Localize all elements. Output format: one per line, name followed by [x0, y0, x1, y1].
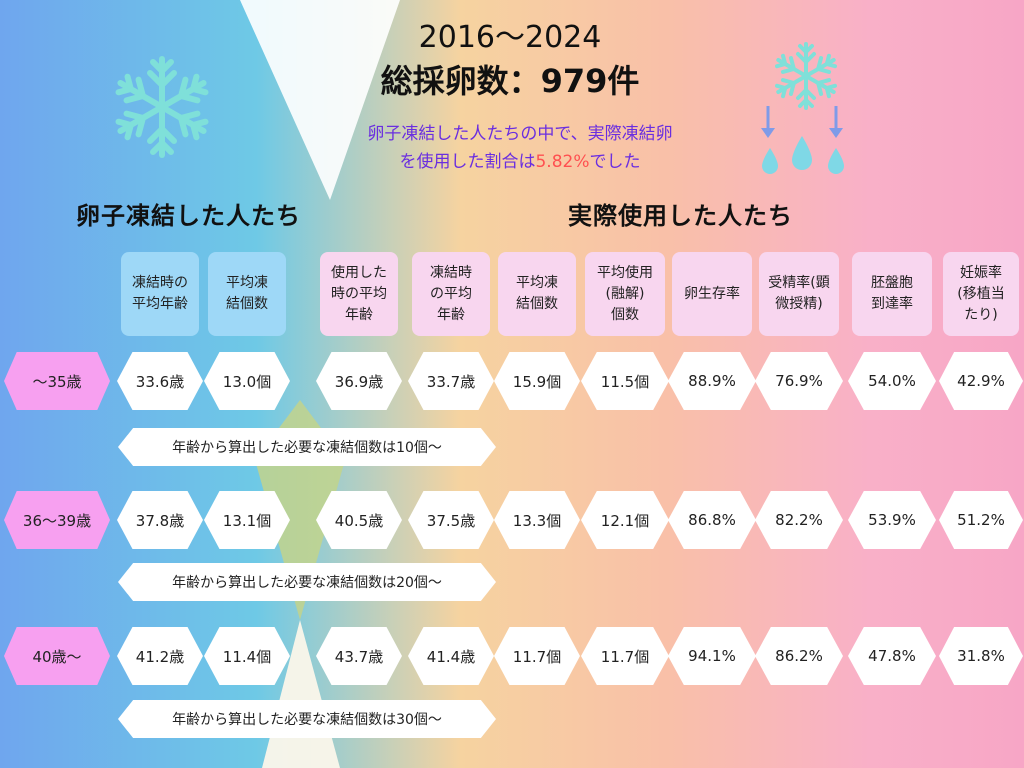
- section-title-frozen: 卵子凍結した人たち: [76, 202, 301, 230]
- cell-frozen: 13.0個: [204, 352, 290, 410]
- header-used-1: 凍結時 の平均 年齢: [412, 252, 490, 336]
- header-used-3: 平均使用 (融解) 個数: [585, 252, 665, 336]
- cell-used: 54.0%: [848, 352, 936, 410]
- subtitle-prefix: を使用した割合は: [399, 152, 536, 172]
- cell-used: 51.2%: [939, 491, 1023, 549]
- cell-used: 31.8%: [939, 627, 1023, 685]
- cell-used: 41.4歳: [408, 627, 494, 685]
- row-label: 36～39歳: [4, 491, 110, 549]
- header-used-6: 胚盤胞 到達率: [852, 252, 932, 336]
- cell-used: 86.2%: [755, 627, 843, 685]
- cell-used: 82.2%: [755, 491, 843, 549]
- required-count-note: 年齢から算出した必要な凍結個数は10個～: [118, 428, 496, 466]
- cell-used: 43.7歳: [316, 627, 402, 685]
- cell-used: 11.5個: [581, 352, 669, 410]
- row-label: 40歳～: [4, 627, 110, 685]
- cell-used: 40.5歳: [316, 491, 402, 549]
- usage-percentage: 5.82%: [535, 152, 590, 172]
- cell-used: 53.9%: [848, 491, 936, 549]
- cell-frozen: 37.8歳: [117, 491, 203, 549]
- cell-used: 11.7個: [494, 627, 580, 685]
- header-used-2: 平均凍 結個数: [498, 252, 576, 336]
- subtitle-line1: 卵子凍結した人たちの中で、実際凍結卵: [367, 124, 673, 144]
- cell-used: 33.7歳: [408, 352, 494, 410]
- cell-used: 11.7個: [581, 627, 669, 685]
- header-used-4: 卵生存率: [672, 252, 752, 336]
- title-years: 2016～2024: [418, 20, 602, 55]
- snowflake-icon: [112, 52, 212, 162]
- title-total: 総採卵数：979件: [380, 62, 640, 100]
- cell-used: 47.8%: [848, 627, 936, 685]
- cell-used: 13.3個: [494, 491, 580, 549]
- header-frozen-1: 平均凍 結個数: [208, 252, 286, 336]
- cell-used: 12.1個: [581, 491, 669, 549]
- header-used-0: 使用した 時の平均 年齢: [320, 252, 398, 336]
- cell-used: 94.1%: [668, 627, 756, 685]
- cell-used: 88.9%: [668, 352, 756, 410]
- cell-frozen: 11.4個: [204, 627, 290, 685]
- subtitle-line2: を使用した割合は5.82%でした: [290, 148, 750, 176]
- thaw-snowflake-icon: [756, 40, 856, 180]
- row-label: ～35歳: [4, 352, 110, 410]
- required-count-note: 年齢から算出した必要な凍結個数は30個～: [118, 700, 496, 738]
- cell-frozen: 41.2歳: [117, 627, 203, 685]
- cell-used: 36.9歳: [316, 352, 402, 410]
- cell-used: 37.5歳: [408, 491, 494, 549]
- cell-used: 86.8%: [668, 491, 756, 549]
- header-frozen-0: 凍結時の 平均年齢: [121, 252, 199, 336]
- subtitle: 卵子凍結した人たちの中で、実際凍結卵 を使用した割合は5.82%でした: [290, 120, 750, 176]
- cell-frozen: 13.1個: [204, 491, 290, 549]
- header-used-7: 妊娠率 (移植当 たり): [943, 252, 1019, 336]
- cell-used: 76.9%: [755, 352, 843, 410]
- cell-used: 42.9%: [939, 352, 1023, 410]
- section-title-used: 実際使用した人たち: [568, 202, 793, 230]
- cell-frozen: 33.6歳: [117, 352, 203, 410]
- cell-used: 15.9個: [494, 352, 580, 410]
- subtitle-suffix: でした: [589, 152, 641, 172]
- required-count-note: 年齢から算出した必要な凍結個数は20個～: [118, 563, 496, 601]
- header-used-5: 受精率(顕 微授精): [759, 252, 839, 336]
